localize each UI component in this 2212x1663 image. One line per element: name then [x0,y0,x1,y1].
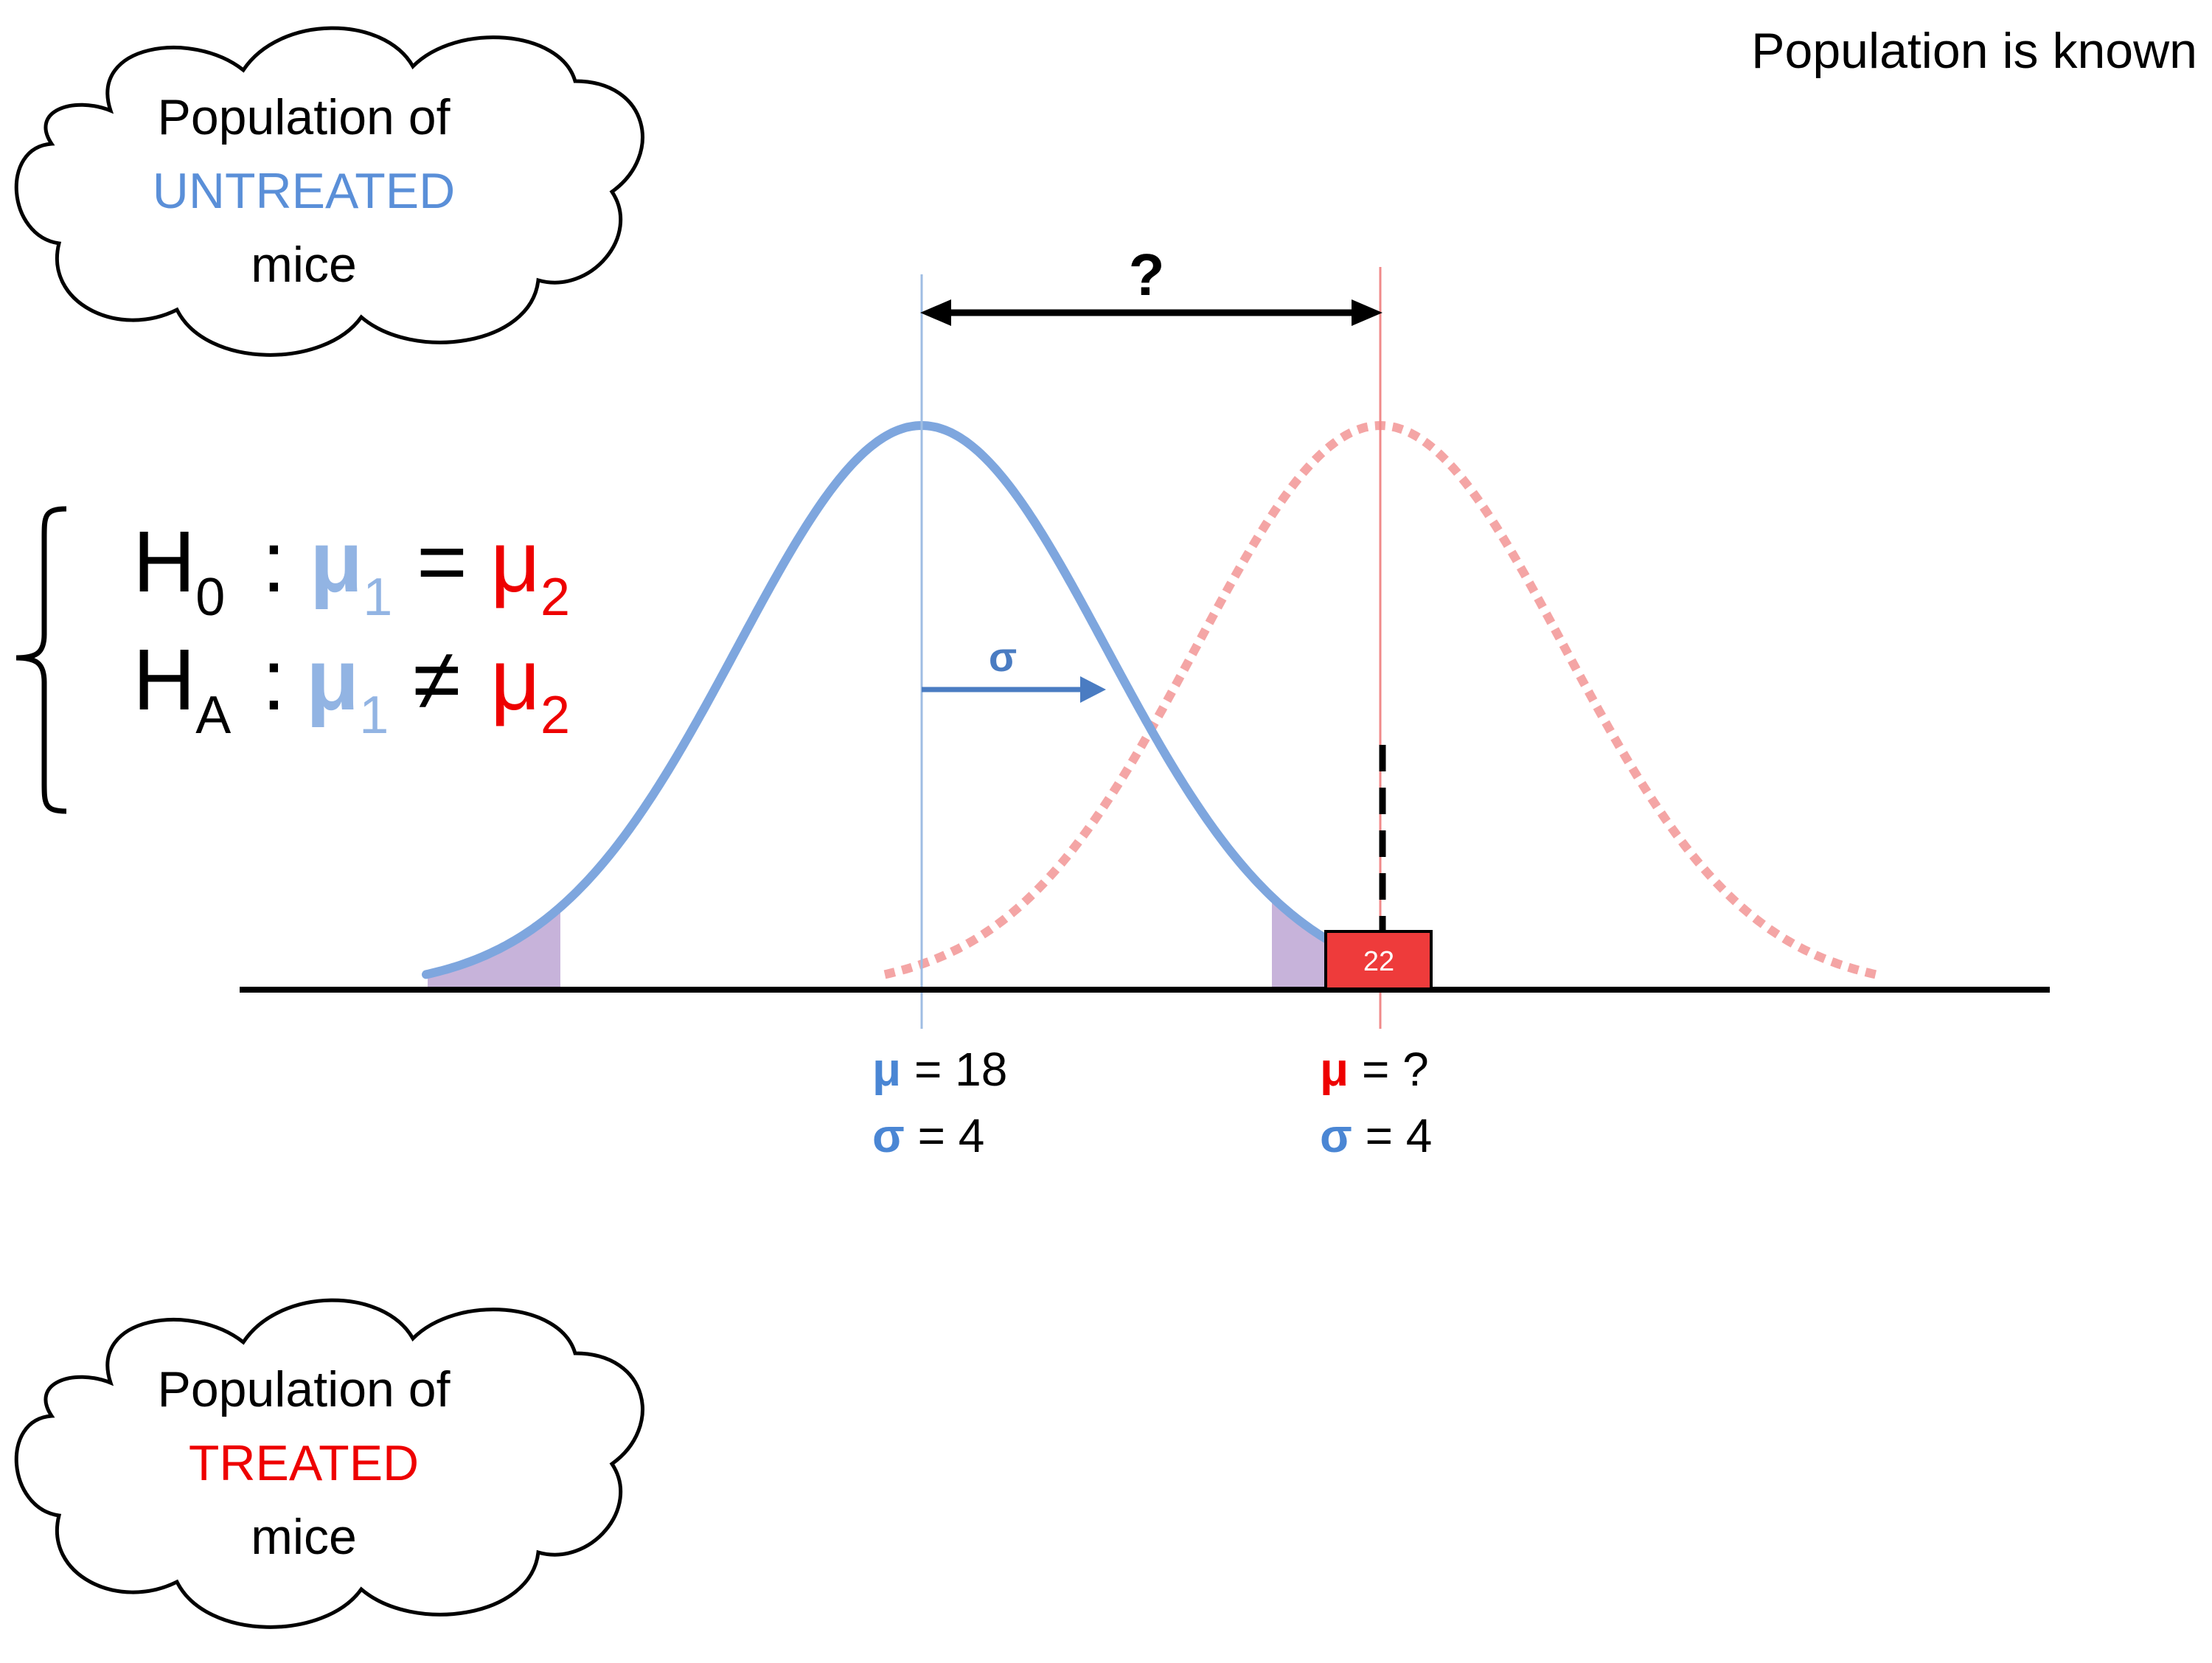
cloud-untreated-shape [14,26,644,357]
ha-symbol: H [133,631,195,729]
sigma-arrow: σ [922,633,1106,703]
hypothesis-null: H0: μ1 = μ2 [133,513,570,627]
difference-label: ? [1129,242,1165,308]
ha-mu2: μ [490,631,540,729]
h0-symbol: H [133,513,195,611]
ha-mu1-sub: 1 [359,686,389,745]
header-note: Population is known [1751,23,2197,79]
difference-arrow-left-head [920,299,951,326]
untreated-mu-symbol: μ [872,1043,901,1096]
svg-text:σ = 4: σ = 4 [872,1109,984,1162]
sigma-arrow-label: σ [989,633,1017,680]
observed-value-label: 22 [1363,946,1394,977]
observed-value-rect [1324,930,1433,990]
cloud-treated-line1: Population of [158,1361,451,1417]
hypothesis-alternative: HA: μ1 ≠ μ2 [133,631,570,745]
svg-text:μ = 18: μ = 18 [872,1043,1007,1096]
untreated-distribution-curve [422,420,1330,979]
svg-text:μ = ?: μ = ? [1320,1043,1429,1096]
untreated-sigma-symbol: σ [872,1109,905,1162]
cloud-untreated-line1: Population of [158,89,451,145]
rejection-region-right [1272,897,1327,990]
ha-colon: : [262,631,286,729]
sigma-arrow-head [1080,676,1106,703]
h0-subscript: 0 [195,568,225,627]
h0-mu1-sub: 1 [363,568,392,627]
untreated-mu-value: = 18 [901,1043,1007,1096]
cloud-treated: Population of TREATED mice [14,1298,644,1629]
cloud-treated-line3: mice [251,1509,357,1565]
h0-mu2-sub: 2 [540,568,570,627]
treated-parameters: μ = ? σ = 4 [1320,1043,1432,1162]
h0-mu2: μ [490,513,540,611]
svg-text:σ = 4: σ = 4 [1320,1109,1432,1162]
cloud-untreated-highlight: UNTREATED [153,163,456,219]
observed-value-box: 22 [1324,930,1433,990]
ha-mu1: μ [306,631,359,729]
cloud-untreated-line3: mice [251,237,357,293]
h0-operator: = [417,513,467,611]
difference-arrow-right-head [1352,299,1382,326]
h0-colon: : [262,513,286,611]
hypothesis-brace [15,506,67,814]
untreated-sigma-value: = 4 [905,1109,985,1162]
cloud-treated-shape [14,1298,644,1629]
svg-text:H0:μ1=μ2: H0: μ1 = μ2 [133,513,570,627]
untreated-parameters: μ = 18 σ = 4 [872,1043,1007,1162]
h0-mu1: μ [310,513,363,611]
ha-mu2-sub: 2 [540,686,570,745]
treated-sigma-symbol: σ [1320,1109,1352,1162]
cloud-untreated: Population of UNTREATED mice [14,26,644,357]
ha-operator: ≠ [413,631,461,729]
cloud-treated-highlight: TREATED [189,1435,419,1491]
svg-text:HA:μ1≠μ2: HA: μ1 ≠ μ2 [133,631,570,745]
treated-sigma-value: = 4 [1352,1109,1433,1162]
treated-mu-symbol: μ [1320,1043,1349,1096]
treated-mu-value: = ? [1349,1043,1429,1096]
ha-subscript: A [195,686,231,745]
mean-difference-arrow: ? [920,242,1382,326]
